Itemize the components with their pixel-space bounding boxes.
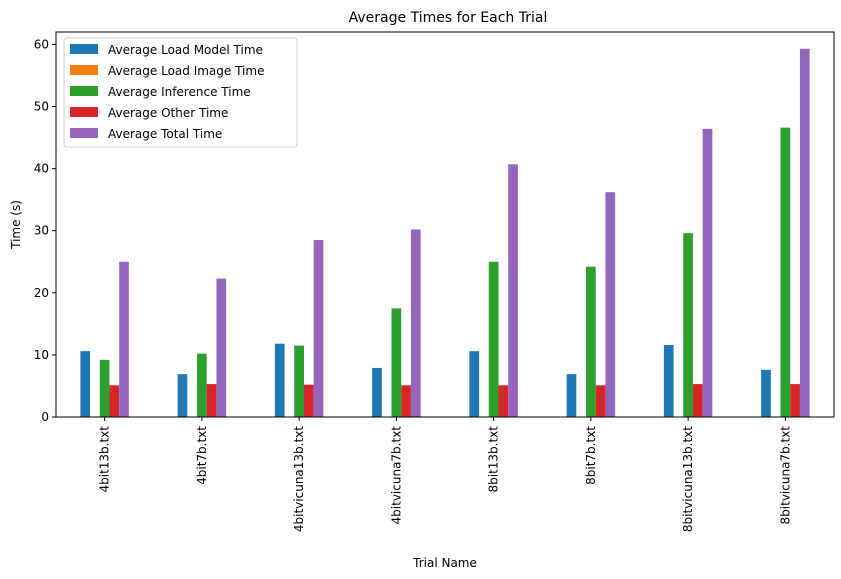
bar [410, 229, 421, 417]
x-tick-label: 8bit7b.txt [584, 426, 598, 485]
y-tick-label: 20 [34, 286, 49, 300]
bar [761, 369, 771, 417]
y-tick-label: 50 [34, 100, 49, 114]
bar [119, 261, 129, 417]
legend-swatch [70, 65, 98, 75]
legend-swatch [70, 107, 98, 117]
legend-label: Average Load Image Time [108, 64, 264, 78]
x-tick-label: 8bitvicuna7b.txt [778, 426, 792, 525]
legend-label: Average Inference Time [108, 85, 251, 99]
bar [488, 261, 499, 417]
bar [595, 385, 606, 417]
bar [498, 385, 509, 417]
bar [780, 127, 791, 417]
legend-label: Average Load Model Time [108, 43, 263, 57]
x-axis: 4bit13b.txt 4bit7b.txt 4bitvicuna13b.txt 4b… [98, 417, 792, 532]
plot-frame [55, 31, 835, 418]
bar [692, 384, 703, 417]
y-tick-label: 0 [41, 410, 49, 424]
bar [294, 345, 304, 417]
bar [109, 385, 120, 417]
legend-swatch [70, 86, 98, 96]
x-tick-label: 8bit13b.txt [487, 426, 501, 493]
bar [790, 384, 800, 417]
bar [313, 240, 324, 417]
bar [401, 385, 411, 417]
y-tick-label: 60 [34, 37, 49, 51]
bar [177, 374, 188, 417]
legend-label: Average Total Time [108, 127, 222, 141]
y-tick-label: 40 [34, 162, 49, 176]
bar [303, 384, 314, 417]
bar [372, 367, 382, 417]
bar [216, 278, 227, 417]
x-axis-label: Trial Name [412, 556, 477, 570]
legend-box [63, 37, 298, 148]
bar [508, 164, 518, 417]
bar [391, 308, 402, 417]
plot-area [80, 48, 810, 418]
bar [663, 344, 674, 417]
bar [605, 192, 616, 417]
bar [197, 353, 207, 417]
bar [586, 266, 596, 417]
bar [206, 384, 217, 417]
y-axis-label: Time (s) [9, 200, 23, 250]
bar [702, 128, 713, 417]
x-tick-label: 4bit13b.txt [98, 426, 112, 493]
x-tick-label: 4bit7b.txt [195, 426, 209, 485]
bar [799, 48, 810, 418]
bar [469, 351, 480, 417]
y-tick-label: 30 [34, 224, 49, 238]
bar [80, 351, 91, 417]
bar [274, 343, 285, 417]
bar [566, 374, 577, 417]
bar [99, 359, 110, 417]
legend-swatch [70, 44, 98, 54]
legend: Average Load Model Time Average Load Imag… [63, 37, 298, 148]
x-tick-label: 4bitvicuna13b.txt [292, 426, 306, 532]
legend-label: Average Other Time [108, 106, 228, 120]
bar [683, 233, 693, 417]
x-tick-label: 8bitvicuna13b.txt [681, 426, 695, 532]
x-tick-label: 4bitvicuna7b.txt [389, 426, 403, 525]
legend-swatch [70, 128, 98, 138]
chart-title: Average Times for Each Trial [349, 10, 548, 26]
y-tick-label: 10 [34, 348, 49, 362]
y-axis: 0 10 20 30 40 50 60 [34, 37, 56, 424]
